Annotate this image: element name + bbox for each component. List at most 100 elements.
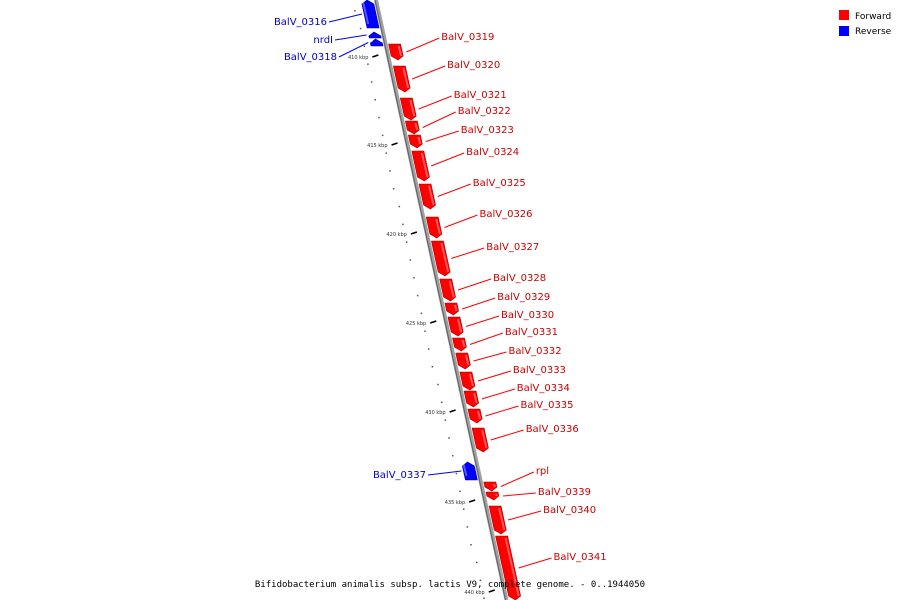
gene-arrow[interactable] [495,535,521,600]
gene-arrow[interactable] [431,240,451,277]
gene-arrow[interactable] [388,43,404,61]
gene-balv-0326[interactable] [425,216,443,239]
gene-arrow[interactable] [462,461,478,481]
gene-balv-0321[interactable] [399,97,417,121]
gene-label-balv-0330[interactable]: BalV_0330 [501,310,554,321]
gene-balv-0323[interactable] [407,134,423,149]
label-leader [451,247,485,259]
label-leader [477,370,512,382]
gene-label-balv-0337[interactable]: BalV_0337 [373,470,426,481]
gene-label-balv-0336[interactable]: BalV_0336 [526,424,579,435]
gene-arrow[interactable] [411,150,430,182]
minor-tick [479,579,482,582]
gene-balv-0335[interactable] [467,408,483,424]
gene-arrow[interactable] [399,97,417,121]
tick-label: 425 kbp [406,321,426,327]
gene-arrow[interactable] [425,216,443,239]
gene-balv-0320[interactable] [392,65,411,93]
label-leader [518,557,552,569]
gene-label-balv-0331[interactable]: BalV_0331 [505,327,558,338]
gene-label-balv-0332[interactable]: BalV_0332 [509,346,562,357]
gene-arrow[interactable] [361,0,380,29]
gene-arrow[interactable] [463,390,479,408]
gene-balv-0336[interactable] [471,427,489,453]
gene-balv-0316[interactable] [361,0,380,29]
gene-arrow[interactable] [455,352,471,370]
gene-label-balv-0333[interactable]: BalV_0333 [513,365,566,376]
gene-label-balv-0339[interactable]: BalV_0339 [538,487,591,498]
gene-balv-0322[interactable] [404,120,420,135]
label-leader [444,214,478,228]
gene-highlight [362,1,370,25]
gene-label-balv-0329[interactable]: BalV_0329 [497,292,550,303]
scale-ticks: 410 kbp 415 kbp 420 kbp 425 kbp 430 kbp 435 k… [348,10,495,599]
gene-balv-0334[interactable] [463,390,479,408]
gene-label-balv-0320[interactable]: BalV_0320 [447,60,500,71]
legend-forward-swatch [839,10,849,20]
gene-label-balv-0341[interactable]: BalV_0341 [554,552,607,563]
label-leader [500,471,535,487]
gene-arrow[interactable] [407,134,423,149]
genome-caption: Bifidobacterium animalis subsp. lactis V… [255,580,645,590]
gene-balv-0341[interactable] [495,535,521,600]
gene-balv-0332[interactable] [455,352,471,370]
minor-tick [381,134,384,137]
gene-arrow[interactable] [418,183,436,210]
gene-highlight [370,40,373,43]
gene-label-balv-0316[interactable]: BalV_0316 [274,17,327,28]
minor-tick [409,259,412,261]
gene-arrow[interactable] [452,337,467,352]
gene-arrow[interactable] [439,278,456,302]
gene-label-balv-0324[interactable]: BalV_0324 [466,147,519,158]
gene-balv-0331[interactable] [452,337,467,352]
gene-label-balv-0335[interactable]: BalV_0335 [520,400,573,411]
gene-arrow[interactable] [483,481,498,492]
major-tick [391,142,398,146]
gene-balv-0340[interactable] [488,505,507,535]
gene-arrow[interactable] [392,65,411,93]
gene-label-balv-0325[interactable]: BalV_0325 [473,178,526,189]
gene-arrow[interactable] [485,491,500,501]
gene-highlight [435,218,441,235]
gene-balv-0339[interactable] [485,491,500,501]
gene-nrdi[interactable] [368,31,382,39]
gene-label-balv-0323[interactable]: BalV_0323 [461,125,514,136]
gene-label-balv-0318[interactable]: BalV_0318 [284,52,337,63]
gene-arrow[interactable] [467,408,483,424]
gene-label-balv-0321[interactable]: BalV_0321 [454,90,507,101]
gene-arrow[interactable] [447,316,464,337]
gene-balv-0329[interactable] [444,302,459,316]
minor-tick [451,455,454,457]
gene-balv-0318[interactable] [370,38,384,47]
gene-label-nrdi[interactable]: nrdI [313,35,333,46]
gene-balv-0333[interactable] [459,371,476,391]
major-tick [430,320,437,324]
label-leader [338,42,369,58]
gene-highlight [453,304,458,312]
gene-arrow[interactable] [444,302,459,316]
gene-arrow[interactable] [471,427,489,453]
gene-balv-0327[interactable] [431,240,451,277]
gene-balv-0328[interactable] [439,278,456,302]
gene-balv-0337[interactable] [462,461,478,481]
gene-label-rpl[interactable]: rpl [536,466,549,477]
gene-label-balv-0319[interactable]: BalV_0319 [441,32,494,43]
minor-tick [367,63,369,65]
gene-arrow[interactable] [368,31,382,39]
gene-label-balv-0327[interactable]: BalV_0327 [486,242,539,253]
gene-balv-0325[interactable] [418,183,436,210]
gene-rpl[interactable] [483,481,498,492]
gene-balv-0324[interactable] [411,150,430,182]
gene-balv-0319[interactable] [388,43,404,61]
gene-label-balv-0340[interactable]: BalV_0340 [543,505,596,516]
gene-arrow[interactable] [404,120,420,135]
gene-arrow[interactable] [370,38,384,47]
gene-arrow[interactable] [488,505,507,535]
gene-label-balv-0328[interactable]: BalV_0328 [493,273,546,284]
gene-label-balv-0322[interactable]: BalV_0322 [458,106,511,117]
gene-label-balv-0334[interactable]: BalV_0334 [517,383,570,394]
minor-tick [363,45,366,48]
gene-label-balv-0326[interactable]: BalV_0326 [479,209,532,220]
gene-balv-0330[interactable] [447,316,464,337]
gene-arrow[interactable] [459,371,476,391]
